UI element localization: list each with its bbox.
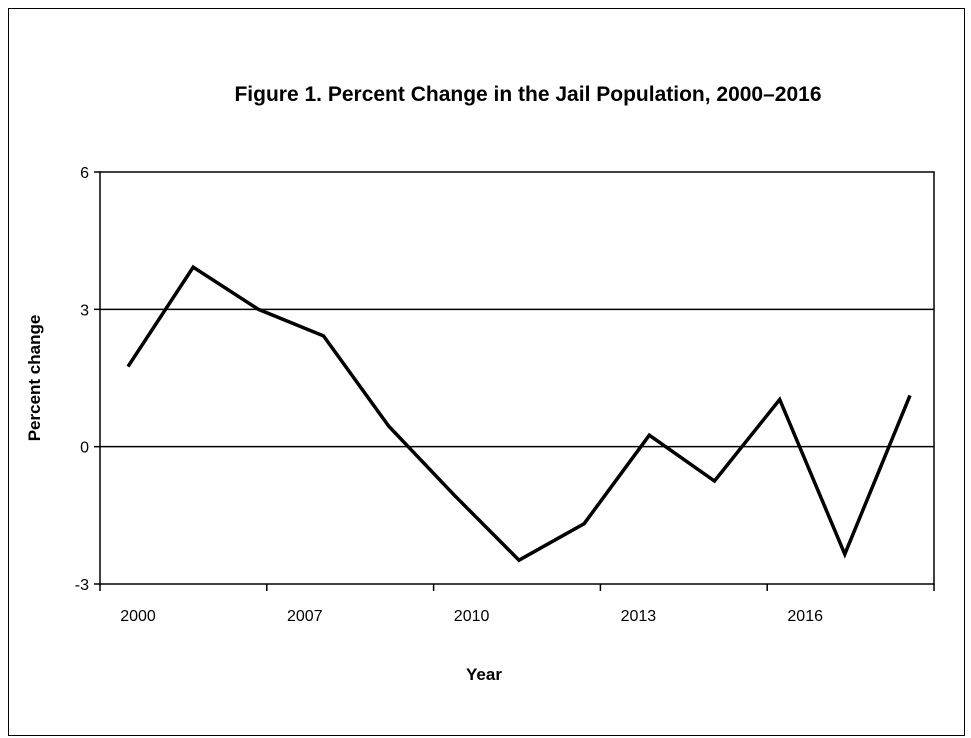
y-tick-label: -3 [75, 577, 89, 594]
plot-area [99, 171, 935, 585]
data-point [647, 433, 651, 437]
gridlines [100, 308, 934, 448]
x-tick-label: 2016 [787, 608, 823, 625]
chart-title: Figure 1. Percent Change in the Jail Pop… [234, 83, 821, 106]
y-axis-label: Percent change [25, 315, 44, 442]
data-point [582, 522, 586, 526]
line-chart: Figure 1. Percent Change in the Jail Pop… [25, 83, 935, 684]
x-tick-label: 2000 [120, 608, 156, 625]
y-axis: -3 0 3 6 [75, 165, 100, 594]
series-line [126, 264, 912, 563]
data-point [843, 552, 847, 556]
x-axis-label: Year [466, 665, 502, 684]
chart-frame: Figure 1. Percent Change in the Jail Pop… [8, 8, 965, 736]
y-tick-label: 3 [80, 302, 89, 319]
x-axis: 2000 2007 2010 2013 2016 [99, 584, 935, 625]
x-tick-label: 2007 [287, 608, 323, 625]
x-tick-label: 2013 [621, 608, 657, 625]
y-tick-label: 0 [80, 440, 89, 457]
data-point [387, 424, 391, 428]
data-point [517, 558, 521, 562]
data-point [908, 393, 912, 397]
data-point [126, 365, 130, 369]
data-point [778, 398, 782, 402]
data-point [322, 334, 326, 338]
x-tick-label: 2010 [454, 608, 490, 625]
data-point [191, 265, 195, 269]
data-point [713, 479, 717, 483]
data-point [256, 307, 260, 311]
y-tick-label: 6 [80, 165, 89, 182]
data-point [452, 493, 456, 497]
